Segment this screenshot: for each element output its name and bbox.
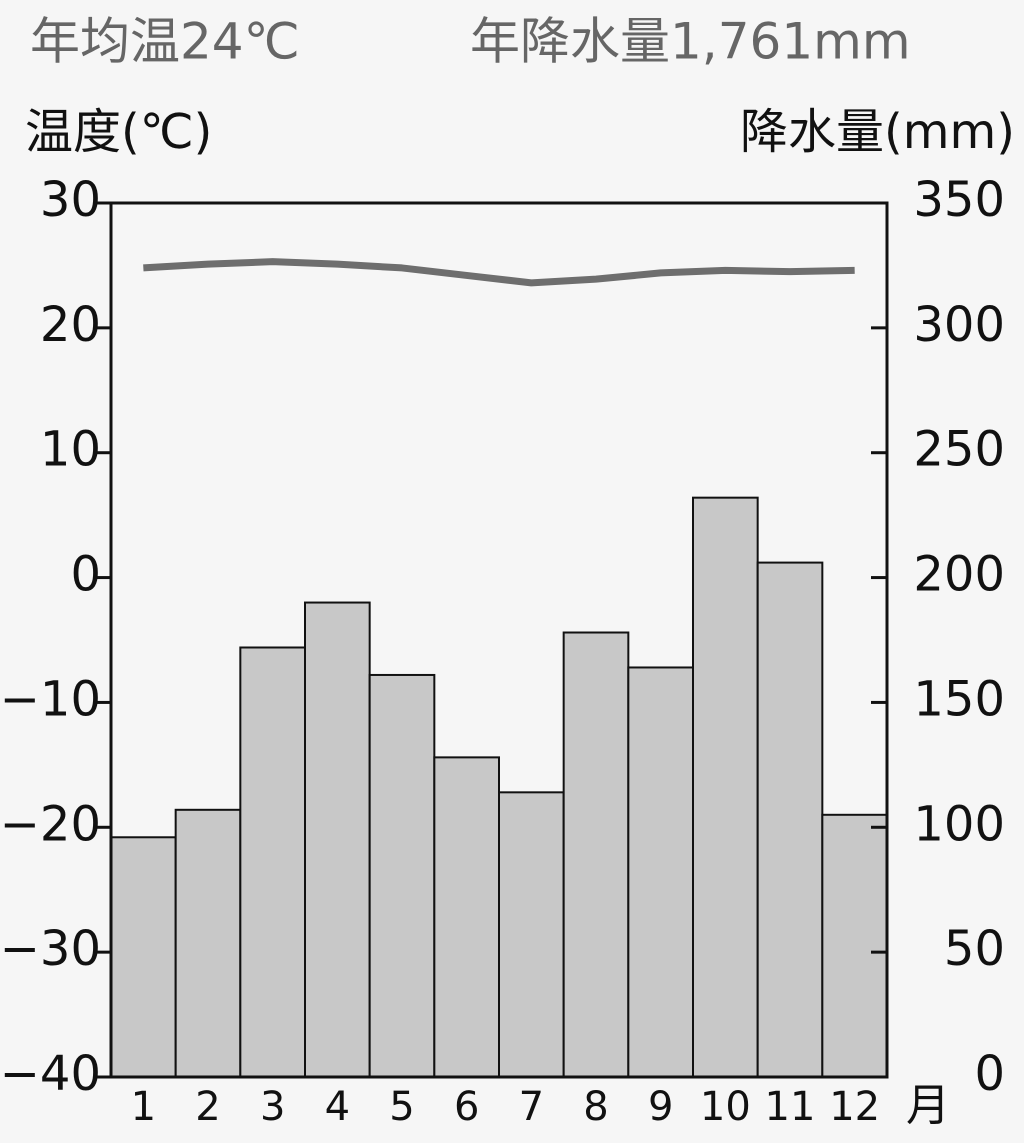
bar [692, 496, 759, 1079]
bar [368, 673, 436, 1079]
y-tick-label: −10 [0, 671, 101, 727]
y2-tick-label: 350 [913, 172, 1005, 228]
x-tick-label: 6 [454, 1084, 479, 1130]
bar [756, 561, 824, 1078]
y-axis-label: 温度(℃) [25, 104, 212, 160]
x-tick-label: 9 [648, 1084, 673, 1130]
y-tick-label: −30 [0, 921, 101, 977]
plot-frame [109, 201, 889, 1079]
bar [498, 791, 565, 1079]
bar [562, 631, 630, 1078]
y2-tick-label: 100 [913, 796, 1005, 852]
x-tick-label: 5 [389, 1084, 414, 1130]
x-tick-label: 10 [700, 1084, 751, 1130]
y-tick-label: −20 [0, 796, 101, 852]
y2-tick-label: 200 [913, 547, 1005, 603]
y-tick-label: 10 [40, 422, 101, 478]
y2-axis-label: 降水量(mm) [740, 104, 1015, 160]
x-tick-label: 7 [519, 1084, 544, 1130]
x-axis-label: 月 [906, 1080, 950, 1131]
bar [304, 601, 371, 1078]
y2-tick-label: 250 [913, 422, 1005, 478]
x-tick-label: 2 [195, 1084, 220, 1130]
bar [174, 808, 242, 1078]
bar [627, 666, 694, 1078]
y-tick-label: −40 [0, 1046, 101, 1102]
x-tick-label: 8 [583, 1084, 608, 1130]
x-tick-label: 3 [260, 1084, 285, 1130]
chart-title: 年均温24℃ [30, 13, 300, 71]
x-tick-label: 11 [765, 1084, 816, 1130]
x-tick-label: 12 [829, 1084, 880, 1130]
bar [239, 646, 306, 1079]
y-tick-label: 0 [70, 547, 101, 603]
y2-tick-label: 150 [913, 671, 1005, 727]
y2-tick-label: 50 [944, 921, 1005, 977]
bar [110, 836, 177, 1078]
bar [821, 813, 888, 1078]
y2-tick-label: 300 [913, 297, 1005, 353]
temperature-line [143, 258, 855, 287]
chart-subtitle: 年降水量1,761mm [470, 13, 911, 71]
x-tick-label: 1 [131, 1084, 156, 1130]
y-tick-label: 30 [40, 172, 101, 228]
y-tick-label: 20 [40, 297, 101, 353]
x-tick-label: 4 [325, 1084, 350, 1130]
y2-tick-label: 0 [974, 1046, 1005, 1102]
bar [433, 756, 501, 1078]
